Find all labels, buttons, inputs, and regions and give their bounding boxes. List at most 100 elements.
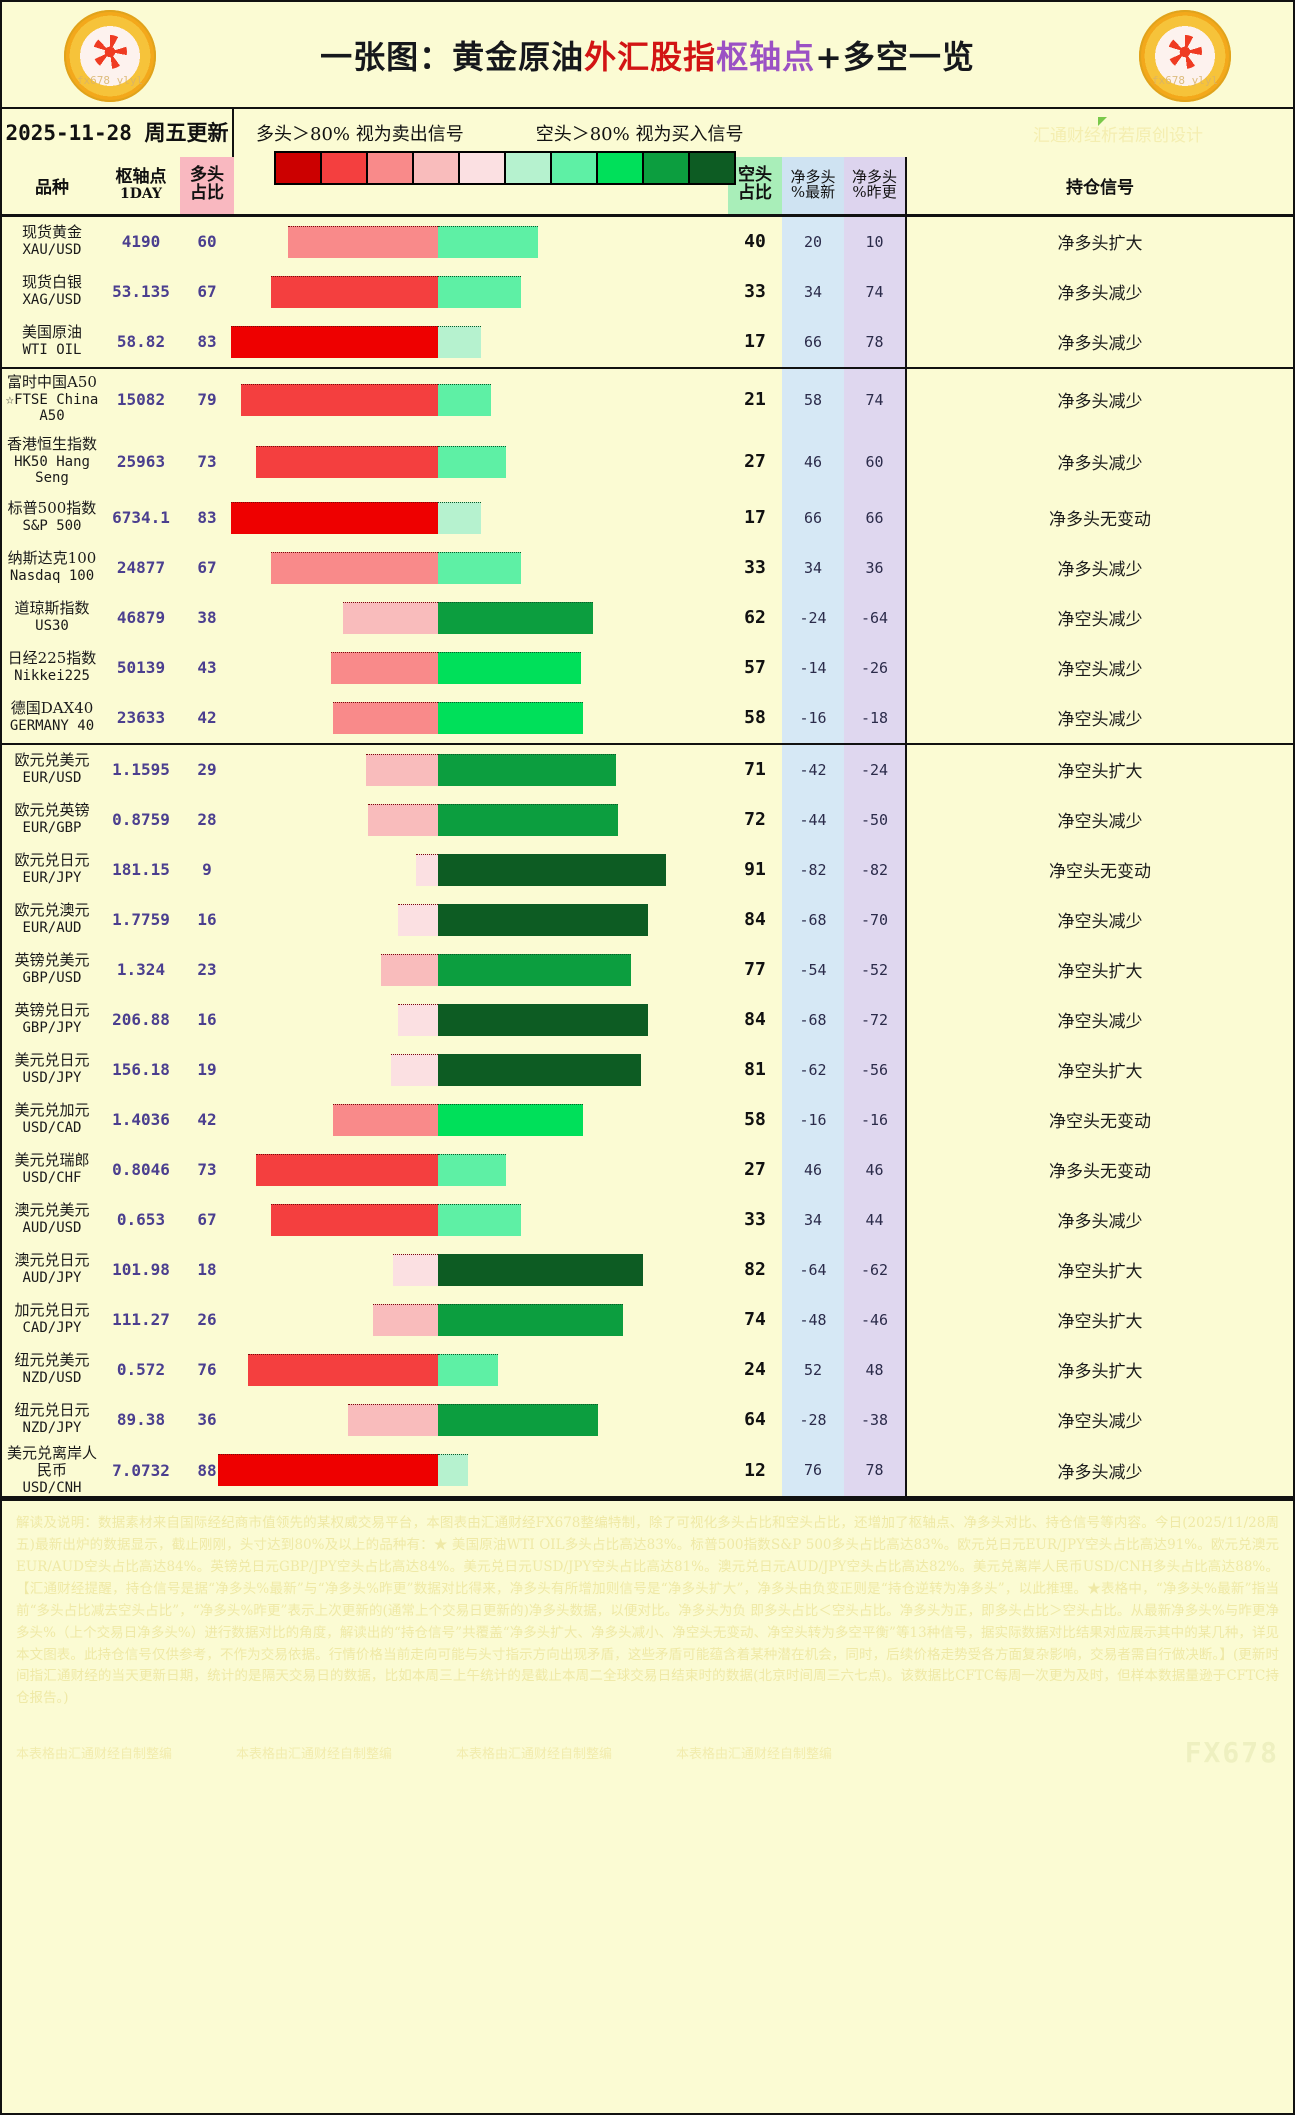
long-ratio-value: 26 [197, 1310, 217, 1329]
position-signal: 净空头扩大 [905, 1294, 1293, 1345]
instrument-name-cn: 标普500指数 [7, 499, 97, 518]
short-bar [438, 1053, 641, 1086]
long-bar [348, 1403, 438, 1436]
long-ratio-value: 16 [197, 910, 217, 929]
table-body: 现货黄金 XAU/USD 4190 60 40 20 10 净多头扩大 现货白银 XAG/USD 5… [2, 215, 1293, 1499]
col-header-long-ratio: 多头 占比 [180, 157, 234, 217]
pivot-value: 46879 [116, 608, 166, 627]
instrument-name-en: XAU/USD [22, 242, 82, 259]
long-bar [270, 1203, 438, 1236]
bar-wrapper [234, 267, 728, 317]
instrument-name-cn: 澳元兑美元 [14, 1201, 90, 1220]
credit-text: 本表格由汇通财经自制整编 [676, 1747, 833, 1763]
sentiment-bar-cell [218, 1444, 728, 1499]
long-bar [218, 1454, 438, 1487]
short-ratio-value: 27 [744, 451, 766, 472]
net-long-latest: -14 [782, 642, 844, 693]
col-header-net-prev: 净多头 %昨更 [844, 157, 906, 217]
long-bar [270, 275, 438, 308]
instrument-name-en: AUD/JPY [22, 1270, 82, 1287]
long-bar [333, 1103, 438, 1136]
update-date: 2025-11-28 周五更新 [2, 109, 234, 157]
col-header-net-new-line2: %最新 [790, 183, 836, 202]
instrument-name: 纳斯达克100 Nasdaq 100 [2, 543, 102, 593]
instrument-name-en: WTI OIL [22, 342, 82, 359]
instrument-name-cn: 日经225指数 [7, 649, 97, 668]
long-bar [390, 1053, 438, 1086]
legend-swatch-1 [322, 153, 368, 184]
short-ratio-value: 33 [744, 1209, 766, 1230]
legend-swatch-6 [552, 153, 598, 184]
instrument-name-en: S&P 500 [22, 518, 82, 535]
instrument-name: 标普500指数 S&P 500 [2, 493, 102, 543]
instrument-name-cn: 欧元兑澳元 [14, 901, 90, 920]
short-ratio-value: 57 [744, 657, 766, 678]
position-signal: 净空头扩大 [905, 1044, 1293, 1095]
table-row: 标普500指数 S&P 500 6734.1 83 17 66 66 净多头无变动 [2, 492, 1293, 543]
pivot-value: 23633 [102, 692, 180, 745]
short-bar [438, 383, 491, 416]
instrument-name-en: USD/JPY [22, 1070, 82, 1087]
net-long-previous: 36 [844, 542, 906, 593]
legend-swatch-9 [690, 153, 734, 184]
instrument-name: 日经225指数 Nikkei225 [2, 643, 102, 693]
sentiment-bar-cell [234, 593, 728, 643]
instrument-name-cn: 现货黄金 [21, 223, 82, 242]
position-signal: 净多头减少 [905, 1444, 1293, 1499]
net-long-latest: 52 [782, 1344, 844, 1395]
table-row: 日经225指数 Nikkei225 50139 43 57 -14 -26 净空头减少 [2, 642, 1293, 693]
footer-paragraph: 解读及说明：数据素材来自国际经纪商市值领先的某权威交易平台，本图表由汇通财经FX… [16, 1515, 1279, 1707]
bar-wrapper [234, 1195, 728, 1245]
net-long-latest: 58 [782, 367, 844, 431]
long-ratio-value: 73 [197, 452, 217, 471]
short-ratio-value: 58 [728, 692, 782, 745]
pivot-value: 1.1595 [112, 760, 170, 779]
instrument-name-en: CAD/JPY [22, 1320, 82, 1337]
instrument-name-cn: 现货白银 [21, 273, 82, 292]
instrument-name-cn: 英镑兑日元 [14, 1001, 90, 1020]
banner: fx678 ylyl fx678 ylyl 一张图：黄金原油外汇股指枢轴点+多空… [2, 2, 1293, 107]
net-long-previous: 78 [844, 1444, 906, 1499]
instrument-name-cn: 富时中国A50 [7, 373, 97, 392]
instrument-name-en: USD/CAD [22, 1120, 82, 1137]
short-bar [438, 1403, 598, 1436]
pivot-value: 4190 [121, 232, 161, 251]
bar-wrapper [230, 317, 728, 367]
position-signal: 净多头无变动 [905, 1144, 1293, 1195]
net-long-latest: 46 [782, 1144, 844, 1195]
instrument-name: 现货白银 XAG/USD [2, 267, 102, 317]
col-header-pivot-line2: 1DAY [119, 185, 163, 202]
long-bar [398, 1003, 438, 1036]
sentiment-bar-cell [234, 431, 728, 493]
instrument-name-cn: 澳元兑日元 [14, 1251, 90, 1270]
bar-wrapper [234, 1095, 728, 1145]
legend-swatch-4 [460, 153, 506, 184]
instrument-name-en: USD/CHF [22, 1170, 82, 1187]
pivot-value: 24877 [116, 558, 166, 577]
instrument-name: 加元兑日元 CAD/JPY [2, 1295, 102, 1345]
table-row: 英镑兑日元 GBP/JPY 206.88 16 84 -68 -72 净空头减少 [2, 994, 1293, 1045]
title-part-3: 枢轴点 [716, 38, 816, 76]
bar-wrapper [234, 845, 728, 895]
pivot-value: 89.38 [116, 1410, 166, 1429]
instrument-name-en: EUR/AUD [22, 920, 82, 937]
table-row: 美元兑日元 USD/JPY 156.18 19 81 -62 -56 净空头扩大 [2, 1044, 1293, 1095]
long-bar [373, 1303, 438, 1336]
instrument-name: 欧元兑澳元 EUR/AUD [2, 895, 102, 945]
short-ratio-value: 81 [744, 1059, 766, 1080]
sentiment-bar-cell [234, 945, 728, 995]
bar-wrapper [234, 1345, 728, 1395]
short-bar [438, 501, 481, 534]
position-signal: 净空头无变动 [905, 1094, 1293, 1145]
col-header-legend [234, 151, 736, 217]
instrument-name-en: HK50 Hang Seng [14, 453, 90, 487]
table-row: 道琼斯指数 US30 46879 38 62 -24 -64 净空头减少 [2, 592, 1293, 643]
position-signal: 净多头减少 [905, 542, 1293, 593]
short-ratio-value: 71 [744, 759, 766, 780]
instrument-name-en: Nikkei225 [14, 668, 90, 685]
sentiment-bar-cell [234, 267, 728, 317]
long-ratio-value: 9 [202, 860, 212, 879]
table-row: 美元兑加元 USD/CAD 1.4036 42 58 -16 -16 净空头无变动 [2, 1094, 1293, 1145]
short-bar [438, 551, 521, 584]
net-long-previous: 66 [844, 492, 906, 543]
